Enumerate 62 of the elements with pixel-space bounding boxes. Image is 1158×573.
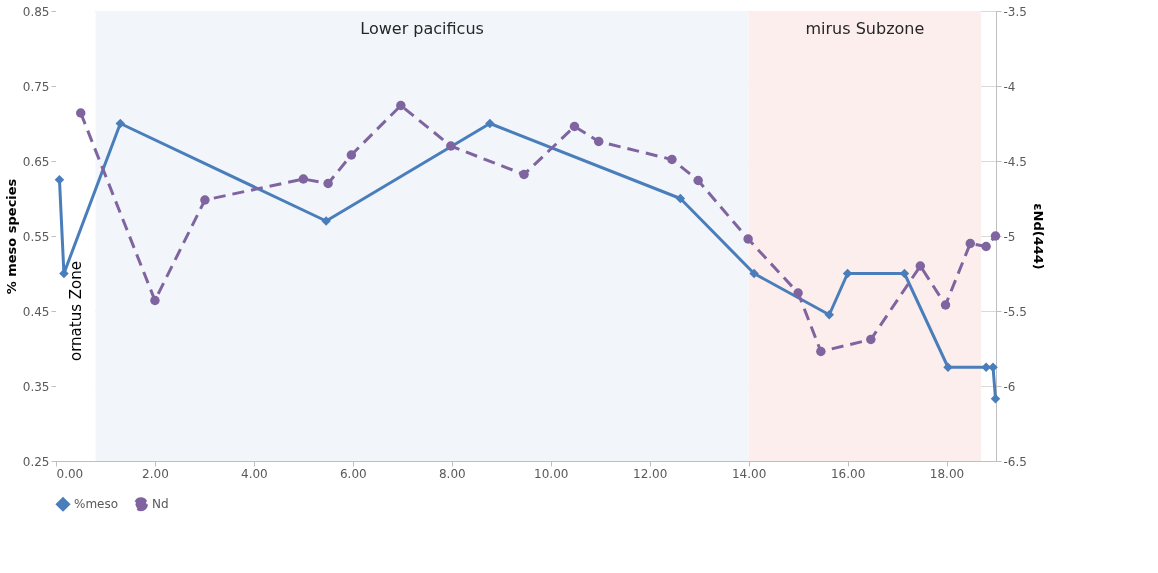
band-label: Lower pacificus bbox=[360, 19, 484, 38]
point bbox=[593, 136, 604, 147]
point bbox=[446, 141, 456, 151]
point bbox=[743, 234, 753, 244]
point bbox=[793, 288, 803, 298]
x-tick-label: 4.00 bbox=[241, 466, 268, 481]
y-tick-label: 0.25 bbox=[22, 454, 50, 469]
point bbox=[200, 195, 210, 205]
y-tick-label: 0.65 bbox=[22, 154, 50, 169]
point bbox=[346, 150, 357, 160]
point bbox=[75, 108, 86, 118]
y-tick-label: 0.75 bbox=[22, 79, 50, 94]
x-tick-label: 6.00 bbox=[339, 466, 367, 481]
point bbox=[519, 169, 529, 180]
point bbox=[675, 193, 686, 204]
point bbox=[323, 178, 333, 189]
point bbox=[396, 100, 406, 111]
point bbox=[981, 362, 991, 372]
point bbox=[915, 261, 926, 271]
legend-label: %meso bbox=[74, 497, 119, 512]
point bbox=[940, 300, 951, 310]
y-axis-title: % meso species bbox=[3, 178, 19, 295]
y2-tick-label: -4 bbox=[1003, 79, 1016, 94]
point bbox=[54, 175, 65, 185]
x-tick-label: 14.00 bbox=[731, 466, 767, 481]
y-tick-label: 0.45 bbox=[22, 304, 50, 319]
point bbox=[667, 154, 677, 165]
point bbox=[150, 295, 160, 306]
x-tick-label: 12.00 bbox=[633, 466, 668, 481]
band-label: mirus Subzone bbox=[805, 19, 925, 38]
x-tick-label: 16.00 bbox=[830, 466, 866, 481]
legend-label: Nd bbox=[152, 497, 169, 512]
y2-tick-label: -5.5 bbox=[1003, 304, 1027, 319]
point bbox=[816, 346, 826, 357]
point bbox=[693, 175, 703, 186]
y2-tick-label: -6.5 bbox=[1003, 454, 1027, 469]
y2-tick-label: -5 bbox=[1003, 229, 1016, 244]
point bbox=[988, 362, 998, 372]
point bbox=[749, 268, 759, 279]
x-tick-label: 10.00 bbox=[534, 466, 569, 481]
y2-tick-label: -4.5 bbox=[1003, 154, 1027, 169]
band-label: ornatus Zone bbox=[66, 261, 85, 361]
y-tick-label: 0.55 bbox=[22, 229, 50, 244]
point bbox=[569, 121, 580, 132]
x-tick-label: 8.00 bbox=[438, 466, 466, 481]
x-tick-label: 18.00 bbox=[929, 466, 965, 481]
y2-axis-title: εNd(444) bbox=[1030, 203, 1046, 270]
y2-tick-label: -6 bbox=[1003, 379, 1016, 394]
y-tick-label: 0.35 bbox=[22, 379, 50, 394]
y2-tick-label: -3.5 bbox=[1003, 4, 1027, 19]
x-tick-label: 0.00 bbox=[56, 466, 84, 481]
point bbox=[298, 174, 309, 184]
point bbox=[990, 394, 1001, 404]
point bbox=[965, 238, 976, 249]
x-tick-label: 2.00 bbox=[142, 466, 169, 481]
y-tick-label: 0.85 bbox=[22, 4, 50, 19]
point bbox=[824, 310, 835, 320]
point bbox=[981, 241, 991, 252]
point bbox=[485, 118, 495, 129]
point bbox=[990, 231, 1001, 241]
point bbox=[115, 118, 126, 129]
point bbox=[866, 334, 876, 345]
